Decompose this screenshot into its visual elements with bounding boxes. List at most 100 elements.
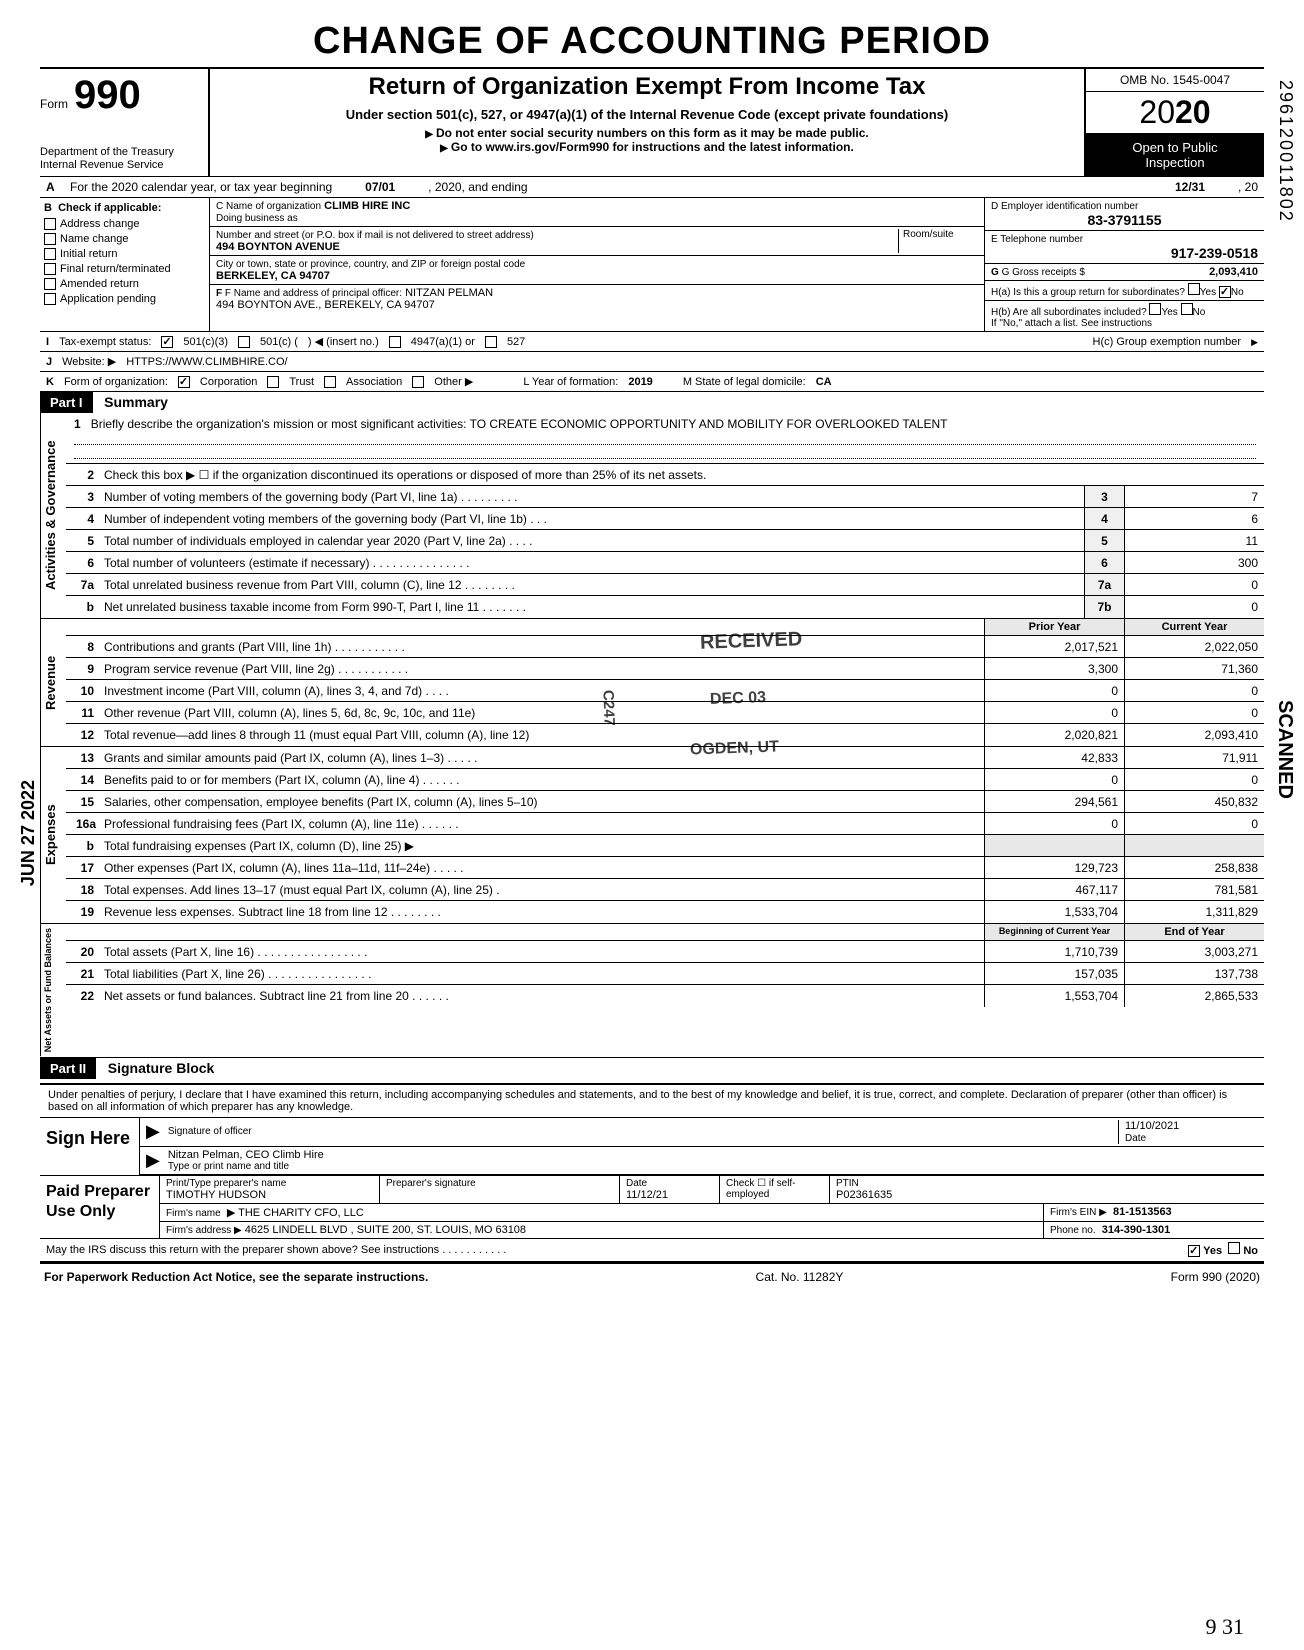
yes-label: Yes	[1203, 1245, 1222, 1257]
line-desc: Other expenses (Part IX, column (A), lin…	[100, 859, 984, 877]
self-employed-label: Check ☐ if self-employed	[726, 1178, 823, 1200]
opt-4947: 4947(a)(1) or	[411, 336, 475, 348]
open-public-1: Open to Public	[1088, 140, 1262, 155]
netassets-section: Net Assets or Fund Balances Beginning of…	[40, 924, 1264, 1057]
line-desc: Total revenue—add lines 8 through 11 (mu…	[100, 726, 984, 744]
checkbox-icon[interactable]	[1219, 286, 1231, 298]
firm-name: THE CHARITY CFO, LLC	[238, 1207, 364, 1219]
checkbox-icon[interactable]	[44, 278, 56, 290]
line-val: 7	[1124, 486, 1264, 507]
chk-final-return[interactable]: Final return/terminated	[44, 263, 205, 275]
k-label: K	[46, 376, 54, 388]
line-num: 5	[66, 534, 100, 548]
checkbox-icon[interactable]	[1149, 303, 1161, 315]
chk-label: Application pending	[60, 293, 156, 305]
line-desc: Salaries, other compensation, employee b…	[100, 793, 984, 811]
line-num: 10	[66, 684, 100, 698]
line-desc: Total number of individuals employed in …	[100, 532, 1084, 550]
checkbox-icon[interactable]	[161, 336, 173, 348]
mission-text: TO CREATE ECONOMIC OPPORTUNITY AND MOBIL…	[470, 417, 948, 431]
line-a-text3: , 20	[1238, 180, 1258, 194]
chk-initial-return[interactable]: Initial return	[44, 248, 205, 260]
curr-val: 1,311,829	[1124, 901, 1264, 923]
yes-label: Yes	[1200, 287, 1216, 298]
checkbox-icon[interactable]	[1188, 283, 1200, 295]
change-banner: CHANGE OF ACCOUNTING PERIOD	[40, 20, 1264, 63]
footer-cat-no: Cat. No. 11282Y	[756, 1270, 844, 1284]
j-label: J	[46, 356, 52, 368]
line-desc: Net assets or fund balances. Subtract li…	[100, 987, 984, 1005]
checkbox-icon[interactable]	[267, 376, 279, 388]
checkbox-icon[interactable]	[389, 336, 401, 348]
handwritten-page: 9 31	[1206, 1614, 1245, 1640]
line-num: 11	[66, 706, 100, 720]
curr-val: 71,360	[1124, 658, 1264, 679]
chk-app-pending[interactable]: Application pending	[44, 293, 205, 305]
line-desc: Total number of volunteers (estimate if …	[100, 554, 1084, 572]
k-text: Form of organization:	[64, 376, 168, 388]
checkbox-icon[interactable]	[178, 376, 190, 388]
hc-label: H(c) Group exemption number	[1093, 336, 1242, 348]
part-1-title: Summary	[96, 394, 168, 410]
instr-1: Do not enter social security numbers on …	[218, 126, 1076, 140]
line-a-label: A	[46, 180, 62, 194]
curr-val: 450,832	[1124, 791, 1264, 812]
g-label: G Gross receipts $	[1002, 267, 1085, 278]
line-num: 3	[66, 490, 100, 504]
officer-printed-name: Nitzan Pelman, CEO Climb Hire	[168, 1149, 324, 1161]
received-stamp: RECEIVED	[700, 628, 803, 655]
yes-label: Yes	[1161, 307, 1177, 318]
dept-irs: Internal Revenue Service	[40, 159, 202, 172]
line-box: 3	[1084, 486, 1124, 507]
line-desc: Investment income (Part VIII, column (A)…	[100, 682, 984, 700]
date-label: Date	[626, 1178, 713, 1189]
checkbox-icon[interactable]	[1188, 1245, 1200, 1257]
curr-val: 0	[1124, 680, 1264, 701]
officer-name: NITZAN PELMAN	[405, 287, 493, 299]
checkbox-icon[interactable]	[485, 336, 497, 348]
line-desc: Number of independent voting members of …	[100, 510, 1084, 528]
line-desc: Total liabilities (Part X, line 26) . . …	[100, 965, 984, 983]
c247-stamp: C247	[599, 690, 617, 726]
column-b: B Check if applicable: Address change Na…	[40, 198, 210, 331]
chk-address-change[interactable]: Address change	[44, 218, 205, 230]
e-label: E Telephone number	[991, 234, 1083, 245]
b-heading: B	[44, 202, 52, 214]
checkbox-icon[interactable]	[44, 218, 56, 230]
line-num: 8	[66, 640, 100, 654]
officer-type-label: Type or print name and title	[168, 1161, 324, 1172]
checkbox-icon[interactable]	[1228, 1242, 1240, 1254]
line-desc: Grants and similar amounts paid (Part IX…	[100, 749, 984, 767]
line-k: K Form of organization: Corporation Trus…	[40, 372, 1264, 392]
current-year-header: Current Year	[1124, 619, 1264, 635]
arrow-icon: ▶	[146, 1150, 160, 1171]
checkbox-icon[interactable]	[44, 248, 56, 260]
city-state-zip: BERKELEY, CA 94707	[216, 270, 330, 282]
prep-date: 11/12/21	[626, 1189, 713, 1201]
l-label: L Year of formation:	[523, 376, 618, 388]
penalty-text: Under penalties of perjury, I declare th…	[40, 1085, 1264, 1117]
checkbox-icon[interactable]	[1181, 303, 1193, 315]
form-number: 990	[74, 73, 141, 118]
checkbox-icon[interactable]	[324, 376, 336, 388]
dba-label: Doing business as	[216, 213, 298, 224]
i-text: Tax-exempt status:	[59, 336, 151, 348]
form-label: Form	[40, 97, 68, 111]
checkbox-icon[interactable]	[44, 263, 56, 275]
tax-year-begin: 07/01	[340, 180, 420, 194]
checkbox-icon[interactable]	[44, 293, 56, 305]
prior-val: 294,561	[984, 791, 1124, 812]
line-desc: Total assets (Part X, line 16) . . . . .…	[100, 943, 984, 961]
checkbox-icon[interactable]	[44, 233, 56, 245]
line-desc: Benefits paid to or for members (Part IX…	[100, 771, 984, 789]
curr-val: 0	[1124, 813, 1264, 834]
checkbox-icon[interactable]	[238, 336, 250, 348]
netassets-tab: Net Assets or Fund Balances	[40, 924, 66, 1056]
street-address: 494 BOYNTON AVENUE	[216, 241, 340, 253]
chk-label: Amended return	[60, 278, 139, 290]
checkbox-icon[interactable]	[412, 376, 424, 388]
chk-name-change[interactable]: Name change	[44, 233, 205, 245]
opt-assoc: Association	[346, 376, 402, 388]
chk-amended[interactable]: Amended return	[44, 278, 205, 290]
line-val: 0	[1124, 596, 1264, 618]
